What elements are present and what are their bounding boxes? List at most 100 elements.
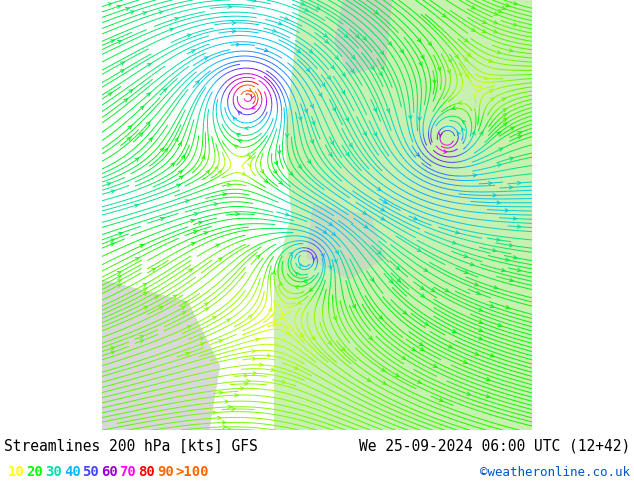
FancyArrowPatch shape (124, 99, 127, 102)
FancyArrowPatch shape (159, 11, 163, 14)
FancyArrowPatch shape (311, 140, 314, 144)
FancyArrowPatch shape (289, 252, 293, 256)
FancyArrowPatch shape (108, 3, 112, 6)
FancyArrowPatch shape (332, 232, 335, 236)
FancyArrowPatch shape (341, 347, 345, 351)
FancyArrowPatch shape (479, 337, 482, 340)
FancyArrowPatch shape (506, 305, 509, 309)
FancyArrowPatch shape (517, 269, 521, 271)
FancyArrowPatch shape (419, 62, 422, 66)
FancyArrowPatch shape (146, 93, 150, 97)
FancyArrowPatch shape (247, 379, 250, 383)
FancyArrowPatch shape (185, 200, 189, 203)
FancyArrowPatch shape (420, 294, 424, 297)
FancyArrowPatch shape (120, 62, 124, 65)
FancyArrowPatch shape (218, 171, 221, 174)
FancyArrowPatch shape (111, 190, 115, 193)
FancyArrowPatch shape (475, 352, 479, 355)
FancyArrowPatch shape (503, 123, 507, 126)
FancyArrowPatch shape (285, 17, 288, 20)
FancyArrowPatch shape (140, 106, 144, 110)
FancyArrowPatch shape (400, 49, 403, 53)
FancyArrowPatch shape (417, 380, 421, 383)
FancyArrowPatch shape (335, 250, 339, 254)
FancyArrowPatch shape (261, 170, 264, 173)
FancyArrowPatch shape (462, 121, 466, 124)
FancyArrowPatch shape (464, 58, 468, 61)
Polygon shape (274, 0, 532, 430)
FancyArrowPatch shape (264, 49, 268, 51)
FancyArrowPatch shape (249, 155, 252, 159)
FancyArrowPatch shape (110, 40, 114, 43)
FancyArrowPatch shape (273, 29, 276, 32)
FancyArrowPatch shape (325, 40, 328, 43)
FancyArrowPatch shape (182, 312, 186, 315)
FancyArrowPatch shape (498, 164, 501, 167)
FancyArrowPatch shape (191, 243, 195, 245)
FancyArrowPatch shape (445, 289, 449, 292)
FancyArrowPatch shape (509, 244, 513, 247)
FancyArrowPatch shape (143, 12, 146, 15)
FancyArrowPatch shape (517, 181, 521, 185)
FancyArrowPatch shape (130, 11, 134, 14)
FancyArrowPatch shape (193, 231, 197, 234)
FancyArrowPatch shape (195, 81, 199, 84)
FancyArrowPatch shape (474, 283, 478, 286)
FancyArrowPatch shape (186, 352, 189, 356)
FancyArrowPatch shape (486, 378, 490, 381)
FancyArrowPatch shape (381, 368, 385, 371)
FancyArrowPatch shape (181, 306, 185, 310)
FancyArrowPatch shape (252, 0, 256, 2)
FancyArrowPatch shape (118, 41, 121, 44)
FancyArrowPatch shape (321, 253, 324, 257)
FancyArrowPatch shape (496, 132, 500, 135)
FancyArrowPatch shape (219, 391, 223, 394)
FancyArrowPatch shape (152, 269, 155, 271)
FancyArrowPatch shape (505, 209, 508, 212)
FancyArrowPatch shape (397, 278, 401, 282)
FancyArrowPatch shape (364, 225, 368, 228)
FancyArrowPatch shape (267, 354, 270, 357)
FancyArrowPatch shape (503, 109, 506, 112)
FancyArrowPatch shape (344, 34, 348, 38)
FancyArrowPatch shape (349, 143, 353, 147)
FancyArrowPatch shape (300, 334, 303, 337)
FancyArrowPatch shape (448, 345, 452, 348)
FancyArrowPatch shape (409, 115, 412, 119)
FancyArrowPatch shape (346, 152, 349, 156)
FancyArrowPatch shape (476, 291, 480, 294)
Text: 40: 40 (64, 465, 81, 479)
FancyArrowPatch shape (204, 232, 207, 235)
FancyArrowPatch shape (472, 131, 476, 135)
FancyArrowPatch shape (147, 64, 151, 67)
FancyArrowPatch shape (280, 282, 283, 286)
Text: 60: 60 (101, 465, 118, 479)
FancyArrowPatch shape (300, 264, 303, 268)
FancyArrowPatch shape (298, 165, 301, 168)
FancyArrowPatch shape (111, 347, 114, 350)
FancyArrowPatch shape (134, 204, 138, 207)
FancyArrowPatch shape (387, 108, 389, 112)
FancyArrowPatch shape (204, 57, 208, 60)
FancyArrowPatch shape (110, 243, 114, 246)
FancyArrowPatch shape (228, 428, 231, 431)
FancyArrowPatch shape (232, 21, 236, 24)
FancyArrowPatch shape (252, 357, 256, 361)
FancyArrowPatch shape (464, 39, 468, 42)
FancyArrowPatch shape (183, 302, 187, 305)
FancyArrowPatch shape (223, 425, 226, 429)
Polygon shape (102, 280, 220, 430)
FancyArrowPatch shape (494, 286, 498, 289)
FancyArrowPatch shape (501, 269, 505, 272)
FancyArrowPatch shape (321, 83, 325, 86)
FancyArrowPatch shape (232, 407, 235, 411)
FancyArrowPatch shape (179, 176, 183, 179)
Text: We 25-09-2024 06:00 UTC (12+42): We 25-09-2024 06:00 UTC (12+42) (359, 439, 630, 454)
FancyArrowPatch shape (514, 2, 517, 5)
FancyArrowPatch shape (312, 121, 315, 125)
FancyArrowPatch shape (304, 279, 307, 283)
FancyArrowPatch shape (417, 38, 421, 42)
Text: Streamlines 200 hPa [kts] GFS: Streamlines 200 hPa [kts] GFS (4, 439, 258, 454)
FancyArrowPatch shape (143, 283, 146, 287)
FancyArrowPatch shape (159, 307, 163, 310)
